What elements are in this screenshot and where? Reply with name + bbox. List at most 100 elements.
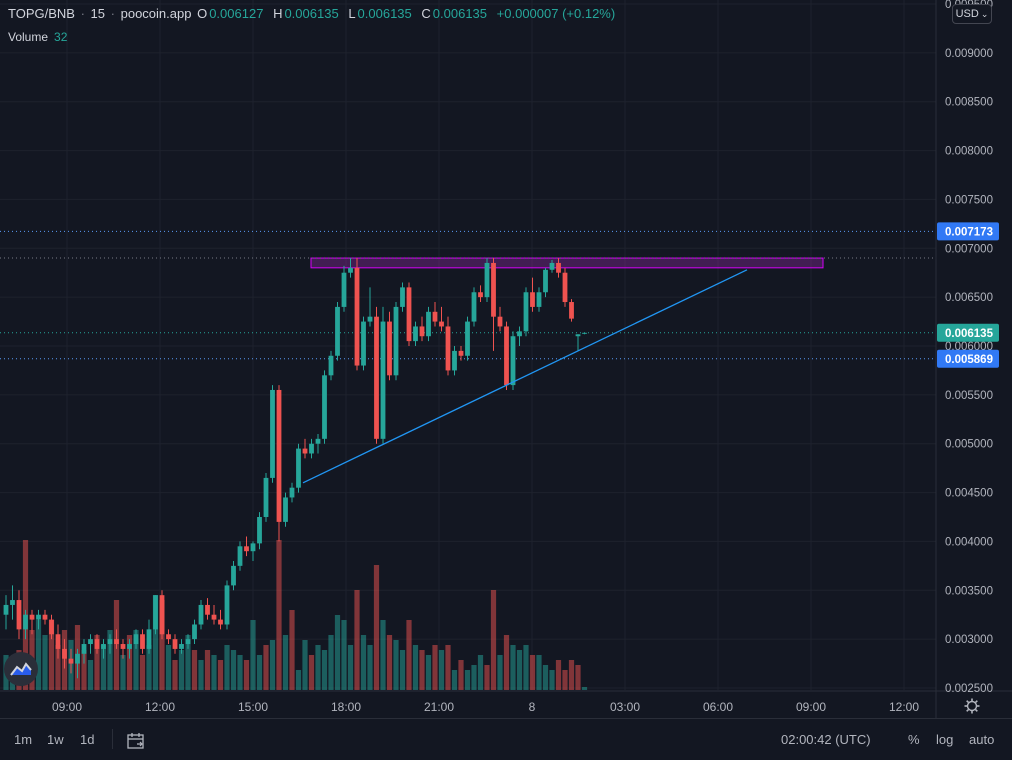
volume-bar (256, 655, 263, 690)
candle (569, 299, 574, 322)
interval-label[interactable]: 15 (90, 6, 106, 21)
volume-bar (419, 650, 425, 690)
time-tick-label: 09:00 (796, 700, 826, 714)
candle (172, 634, 178, 654)
candle (244, 536, 249, 557)
candle-body (380, 321, 386, 439)
timeframe-1d-button[interactable]: 1d (80, 732, 95, 747)
currency-selector[interactable]: USD ⌄ (952, 4, 992, 24)
volume-bar (490, 590, 497, 690)
price-chart[interactable]: 0.002500 0.003000 0.003500 0.004000 0.004500… (0, 0, 1012, 718)
candle (426, 306, 431, 342)
price-tick-label: 0.007000 (945, 243, 993, 255)
close-value: 0.006135 (432, 6, 488, 21)
candle-body (478, 292, 483, 298)
volume-bar (191, 650, 198, 690)
price-tick-label: 0.003500 (945, 585, 993, 597)
candle (445, 316, 451, 376)
candle-body (458, 350, 464, 356)
volume-bar (412, 645, 419, 690)
volume-bar (503, 635, 510, 690)
candle (478, 285, 483, 303)
percent-scale-toggle[interactable]: % (908, 732, 920, 747)
candle (523, 287, 529, 337)
volume-label[interactable]: Volume (8, 30, 49, 44)
candle (367, 287, 373, 327)
tradingview-logo-icon[interactable] (4, 652, 38, 686)
date-range-icon[interactable] (126, 732, 146, 753)
candle-body (510, 336, 516, 386)
candle-body (153, 595, 158, 630)
candle (270, 385, 275, 483)
timeframe-1w-button[interactable]: 1w (47, 732, 64, 747)
candle (36, 609, 41, 630)
candle-body (289, 487, 295, 498)
toolbar-divider (112, 729, 113, 749)
volume-bar (529, 655, 536, 690)
candle (374, 306, 379, 444)
volume-bar (341, 620, 347, 690)
candle-body (23, 614, 28, 630)
utc-clock[interactable]: 02:00:42 (UTC) (781, 732, 871, 747)
candle (81, 639, 87, 664)
volume-bar (497, 655, 503, 690)
candle-body (114, 639, 119, 645)
price-tick-label: 0.008000 (945, 146, 993, 158)
candle-body (413, 326, 418, 342)
symbol-name[interactable]: TOPG/BNB (8, 6, 75, 21)
candle (387, 311, 392, 381)
candle (432, 302, 438, 327)
candle (49, 614, 54, 640)
candle (309, 438, 314, 459)
volume-bar (581, 687, 588, 690)
volume-bar (367, 645, 373, 690)
candle-body (354, 267, 360, 366)
volume-bar (185, 635, 191, 690)
volume-bar (302, 640, 308, 690)
candle (296, 443, 301, 493)
volume-bar (575, 665, 581, 690)
candle (335, 302, 340, 361)
volume-bar (295, 670, 302, 690)
candle (504, 321, 509, 390)
candle-body (231, 565, 236, 586)
candle (114, 629, 119, 649)
price-label-badge (937, 349, 999, 368)
candle-body (192, 624, 197, 640)
volume-bar (81, 650, 87, 690)
candle-body (172, 639, 178, 649)
log-scale-toggle[interactable]: log (936, 732, 954, 747)
candle-body (120, 644, 126, 649)
volume-bar (477, 655, 484, 690)
volume-bar (87, 660, 94, 690)
volume-bar (308, 655, 315, 690)
volume-bar (555, 660, 562, 690)
candle (3, 595, 9, 630)
candle-body (335, 306, 340, 356)
candle-body (244, 546, 249, 552)
volume-bar (48, 620, 55, 690)
candle (510, 331, 516, 390)
candle (328, 350, 334, 381)
candle-body (237, 546, 243, 566)
volume-bar (484, 665, 490, 690)
volume-bar (120, 655, 126, 690)
volume-bar (425, 655, 432, 690)
auto-scale-toggle[interactable]: auto (969, 732, 995, 747)
candle (315, 433, 321, 454)
candle (491, 258, 496, 351)
price-label-text: 0.005869 (945, 354, 993, 366)
volume-bar (152, 595, 159, 690)
candle-body (543, 269, 548, 293)
volume-bar (334, 615, 341, 690)
candle (55, 624, 61, 659)
price-axis-ticks: 0.002500 0.003000 0.003500 0.004000 0.004500… (945, 0, 993, 695)
candle (185, 634, 191, 649)
candle (400, 282, 405, 312)
candle-body (283, 497, 288, 522)
candle-body (400, 287, 405, 307)
candle-body (432, 311, 438, 322)
candle (42, 609, 48, 625)
timeframe-1m-button[interactable]: 1m (14, 732, 33, 747)
candle (250, 541, 256, 561)
